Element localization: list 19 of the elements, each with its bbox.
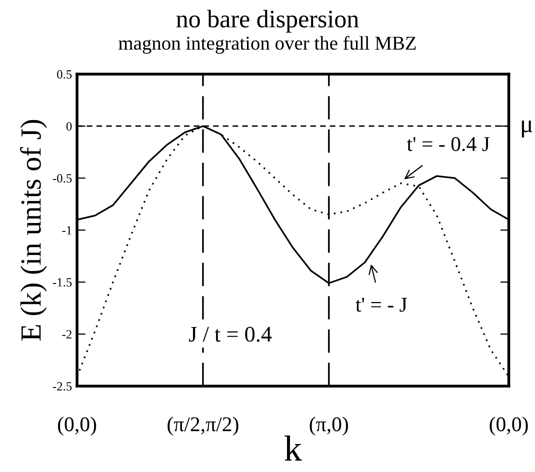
y-tick-label: -2.5 (52, 382, 72, 391)
y-axis-title: E (k) (in units of J) (20, 120, 47, 341)
x-tick-label: (π/2,π/2) (168, 416, 238, 436)
x-tick-label: (0,0) (58, 416, 96, 436)
y-tick-label: 0.5 (57, 70, 72, 79)
annotation: t' = - 0.4 J (406, 137, 490, 152)
y-tick-label: -0.5 (52, 174, 72, 183)
chart-subtitle: magnon integration over the full MBZ (118, 36, 416, 54)
y-tick-label: -1.5 (52, 278, 72, 287)
annotation: J / t = 0.4 (189, 326, 272, 342)
y-tick-label: -1 (62, 226, 72, 234)
y-tick-label: 0 (66, 122, 72, 131)
annotation: t' = - J (356, 298, 407, 312)
y-tick-label: -2 (62, 330, 72, 338)
x-tick-label: (π,0) (310, 416, 348, 436)
ref-line-label: μ (522, 120, 532, 138)
x-axis-title: k (284, 436, 302, 461)
x-tick-label: (0,0) (490, 416, 528, 436)
chart-title: no bare dispersion (176, 10, 359, 33)
